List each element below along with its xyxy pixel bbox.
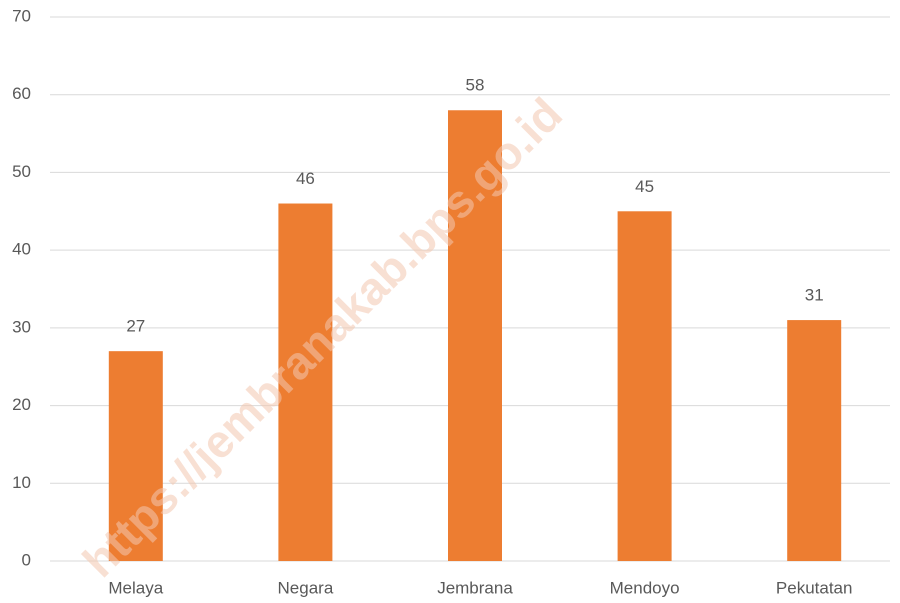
- bar: [617, 211, 672, 562]
- data-label: 46: [296, 169, 315, 188]
- x-tick-label: Pekutatan: [776, 578, 853, 597]
- y-tick-label: 70: [12, 6, 31, 25]
- x-tick-label: Negara: [278, 578, 334, 597]
- x-tick-label: Melaya: [108, 578, 163, 597]
- y-tick-label: 40: [12, 240, 31, 259]
- bar: [787, 320, 842, 561]
- data-label: 27: [126, 317, 145, 336]
- data-label: 45: [635, 177, 654, 196]
- bar: [448, 110, 502, 561]
- x-tick-label: Mendoyo: [610, 578, 680, 597]
- x-tick-label: Jembrana: [437, 578, 513, 597]
- bar: [278, 203, 333, 561]
- data-label: 31: [805, 286, 824, 305]
- y-tick-label: 0: [22, 550, 31, 569]
- plot-area: 0 10 20 30 40 50 60 70 Melaya 27 Negara 46 Jembrana 5…: [12, 6, 890, 597]
- y-tick-label: 50: [12, 162, 31, 181]
- y-tick-label: 60: [12, 84, 31, 103]
- y-tick-label: 20: [12, 395, 31, 414]
- bar: [108, 351, 163, 561]
- data-label: 58: [466, 76, 485, 95]
- y-tick-label: 30: [12, 317, 31, 336]
- y-tick-label: 10: [12, 473, 31, 492]
